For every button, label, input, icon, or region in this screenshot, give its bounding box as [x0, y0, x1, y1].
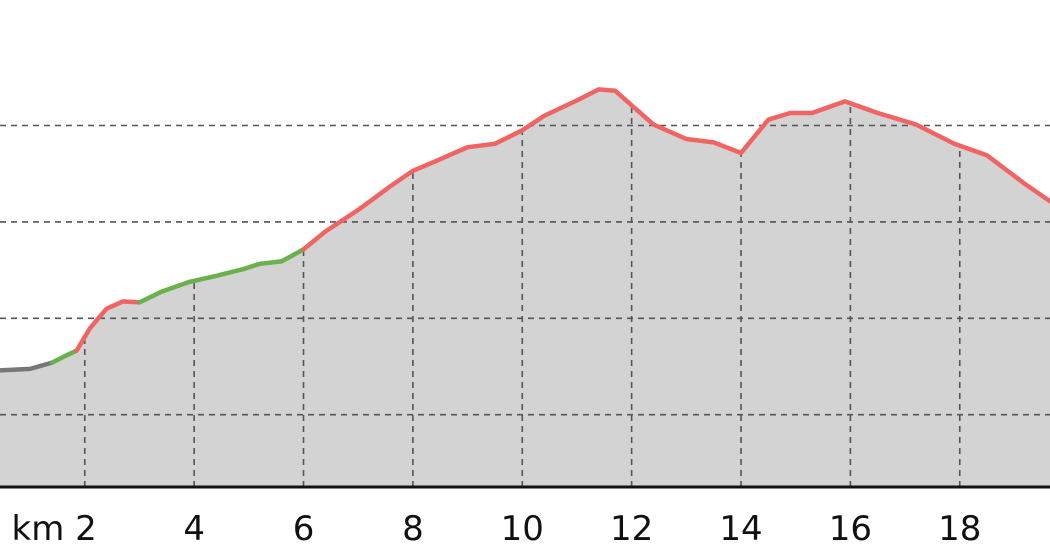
x-tick-label-8: 8 [402, 509, 424, 549]
x-tick-label-12: 12 [610, 509, 653, 549]
grade-line-layer [0, 87, 1050, 373]
x-tick-label-6: 6 [293, 509, 315, 549]
x-tick-labels: km 2 4 6 8 10 12 14 16 18 [12, 509, 982, 549]
profile-line-steep-4 [301, 87, 1050, 252]
profile-line-moderate-3 [137, 247, 306, 305]
profile-line-moderate-1 [49, 348, 79, 365]
vertical-grid [83, 103, 961, 487]
x-tick-label-18: 18 [938, 509, 981, 549]
profile-area-layer [0, 89, 1050, 488]
x-tick-label-2: km 2 [12, 509, 97, 549]
profile-line-flat-0 [0, 360, 55, 373]
x-tick-label-16: 16 [829, 509, 872, 549]
x-tick-label-4: 4 [183, 509, 205, 549]
x-tick-label-14: 14 [719, 509, 762, 549]
horizontal-grid [0, 124, 1050, 416]
profile-line-steep-2 [74, 299, 142, 353]
x-tick-label-10: 10 [501, 509, 544, 549]
profile-area [0, 89, 1050, 488]
